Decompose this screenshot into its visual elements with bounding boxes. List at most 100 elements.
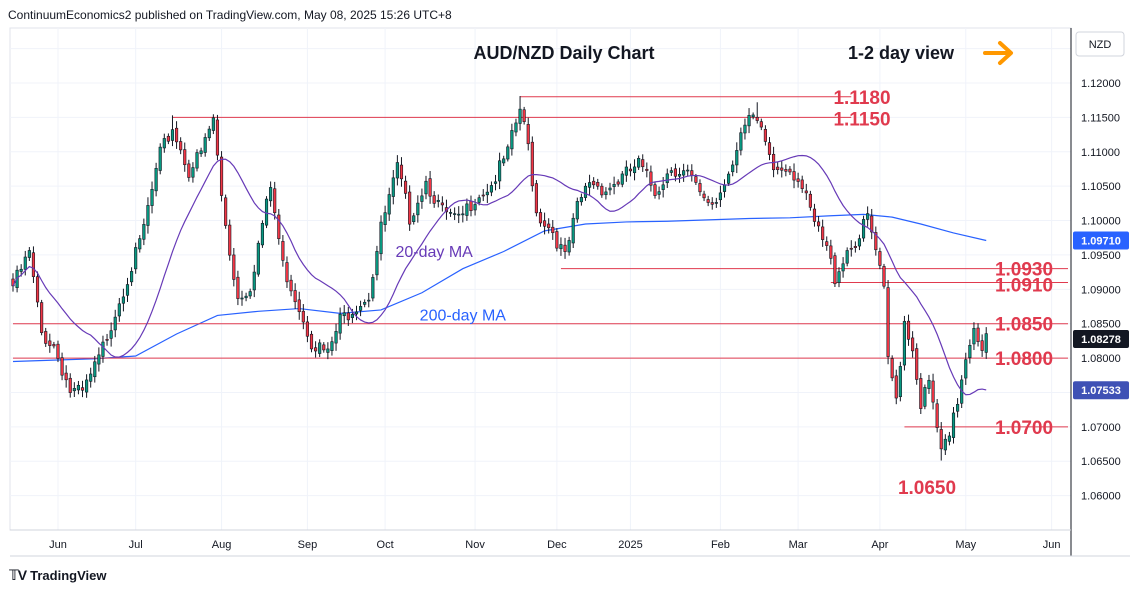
- candle-body[interactable]: [702, 193, 706, 199]
- candle-body[interactable]: [632, 166, 637, 174]
- candle-body[interactable]: [751, 114, 755, 118]
- candle-body[interactable]: [698, 183, 702, 193]
- candle-body[interactable]: [440, 202, 444, 206]
- candle-body[interactable]: [649, 171, 653, 186]
- candle-body[interactable]: [371, 277, 375, 299]
- candle-body[interactable]: [105, 339, 109, 341]
- candle-body[interactable]: [174, 127, 179, 143]
- candle-body[interactable]: [305, 321, 309, 337]
- candle-body[interactable]: [767, 142, 772, 155]
- candle-body[interactable]: [686, 169, 690, 172]
- candle-body[interactable]: [792, 171, 796, 181]
- candle-body[interactable]: [583, 185, 588, 198]
- candle-body[interactable]: [179, 141, 183, 151]
- candle-body[interactable]: [387, 194, 391, 215]
- candle-body[interactable]: [763, 129, 767, 142]
- candle-body[interactable]: [170, 129, 175, 141]
- candle-body[interactable]: [289, 279, 293, 292]
- candle-body[interactable]: [183, 149, 187, 166]
- candle-body[interactable]: [207, 128, 211, 139]
- candle-body[interactable]: [588, 182, 592, 188]
- candle-body[interactable]: [219, 156, 224, 196]
- candle-body[interactable]: [485, 191, 489, 196]
- candle-body[interactable]: [203, 137, 207, 153]
- candle-body[interactable]: [322, 344, 326, 351]
- candle-body[interactable]: [628, 168, 633, 172]
- candle-body[interactable]: [453, 213, 457, 215]
- candle-body[interactable]: [19, 268, 23, 272]
- candle-body[interactable]: [898, 366, 902, 398]
- candle-body[interactable]: [465, 203, 469, 216]
- candle-body[interactable]: [48, 340, 52, 346]
- candle-body[interactable]: [596, 182, 600, 187]
- candle-body[interactable]: [195, 152, 199, 169]
- candle-body[interactable]: [97, 354, 101, 365]
- candle-body[interactable]: [134, 247, 138, 270]
- candle-body[interactable]: [849, 247, 853, 250]
- candle-body[interactable]: [882, 266, 886, 287]
- candle-body[interactable]: [146, 205, 150, 226]
- candle-body[interactable]: [285, 262, 289, 283]
- candle-body[interactable]: [731, 164, 735, 173]
- candle-body[interactable]: [228, 224, 232, 256]
- candle-body[interactable]: [780, 167, 784, 171]
- candle-body[interactable]: [338, 313, 342, 334]
- candle-body[interactable]: [461, 213, 465, 216]
- candle-body[interactable]: [612, 184, 616, 187]
- candle-body[interactable]: [346, 312, 350, 321]
- candle-body[interactable]: [551, 226, 555, 234]
- candle-body[interactable]: [187, 163, 191, 178]
- candle-body[interactable]: [85, 379, 89, 393]
- candle-body[interactable]: [714, 202, 718, 204]
- candle-body[interactable]: [224, 197, 228, 226]
- candle-body[interactable]: [600, 185, 604, 196]
- candle-body[interactable]: [931, 380, 935, 403]
- candle-body[interactable]: [309, 333, 314, 350]
- candle-body[interactable]: [498, 160, 502, 182]
- candle-body[interactable]: [281, 241, 285, 261]
- candle-body[interactable]: [514, 122, 518, 133]
- candle-body[interactable]: [293, 290, 297, 303]
- candle-body[interactable]: [113, 316, 117, 331]
- candle-body[interactable]: [915, 348, 919, 380]
- candle-body[interactable]: [739, 132, 743, 151]
- currency-tag[interactable]: [1075, 31, 1125, 57]
- candle-body[interactable]: [637, 157, 641, 168]
- candle-body[interactable]: [759, 121, 763, 128]
- candle-body[interactable]: [277, 214, 281, 240]
- candle-body[interactable]: [211, 117, 215, 131]
- candle-body[interactable]: [375, 251, 379, 276]
- candle-body[interactable]: [473, 204, 477, 211]
- candle-body[interactable]: [166, 135, 170, 142]
- candle-body[interactable]: [44, 331, 48, 344]
- candle-body[interactable]: [571, 217, 575, 244]
- candle-body[interactable]: [690, 170, 694, 176]
- candle-body[interactable]: [199, 150, 203, 155]
- candle-body[interactable]: [735, 150, 739, 166]
- candle-body[interactable]: [776, 166, 780, 170]
- candle-body[interactable]: [964, 359, 968, 379]
- candle-body[interactable]: [240, 297, 244, 300]
- candle-body[interactable]: [841, 263, 845, 272]
- candle-body[interactable]: [101, 341, 105, 357]
- candle-body[interactable]: [436, 199, 440, 202]
- candle-body[interactable]: [911, 337, 915, 352]
- candle-body[interactable]: [252, 271, 256, 291]
- candle-body[interactable]: [383, 212, 387, 225]
- candle-body[interactable]: [420, 195, 424, 202]
- candle-body[interactable]: [121, 296, 125, 304]
- candle-body[interactable]: [424, 180, 428, 195]
- candle-body[interactable]: [518, 108, 522, 124]
- candle-body[interactable]: [297, 299, 301, 313]
- candle-body[interactable]: [894, 375, 898, 399]
- candle-body[interactable]: [428, 178, 432, 197]
- candle-body[interactable]: [821, 226, 825, 240]
- candle-body[interactable]: [236, 276, 240, 299]
- candle-body[interactable]: [906, 320, 911, 340]
- candle-body[interactable]: [980, 340, 984, 351]
- candle-body[interactable]: [579, 197, 583, 203]
- candle-body[interactable]: [481, 194, 485, 197]
- candle-body[interactable]: [60, 357, 64, 376]
- candle-body[interactable]: [273, 188, 277, 214]
- candle-body[interactable]: [432, 195, 436, 204]
